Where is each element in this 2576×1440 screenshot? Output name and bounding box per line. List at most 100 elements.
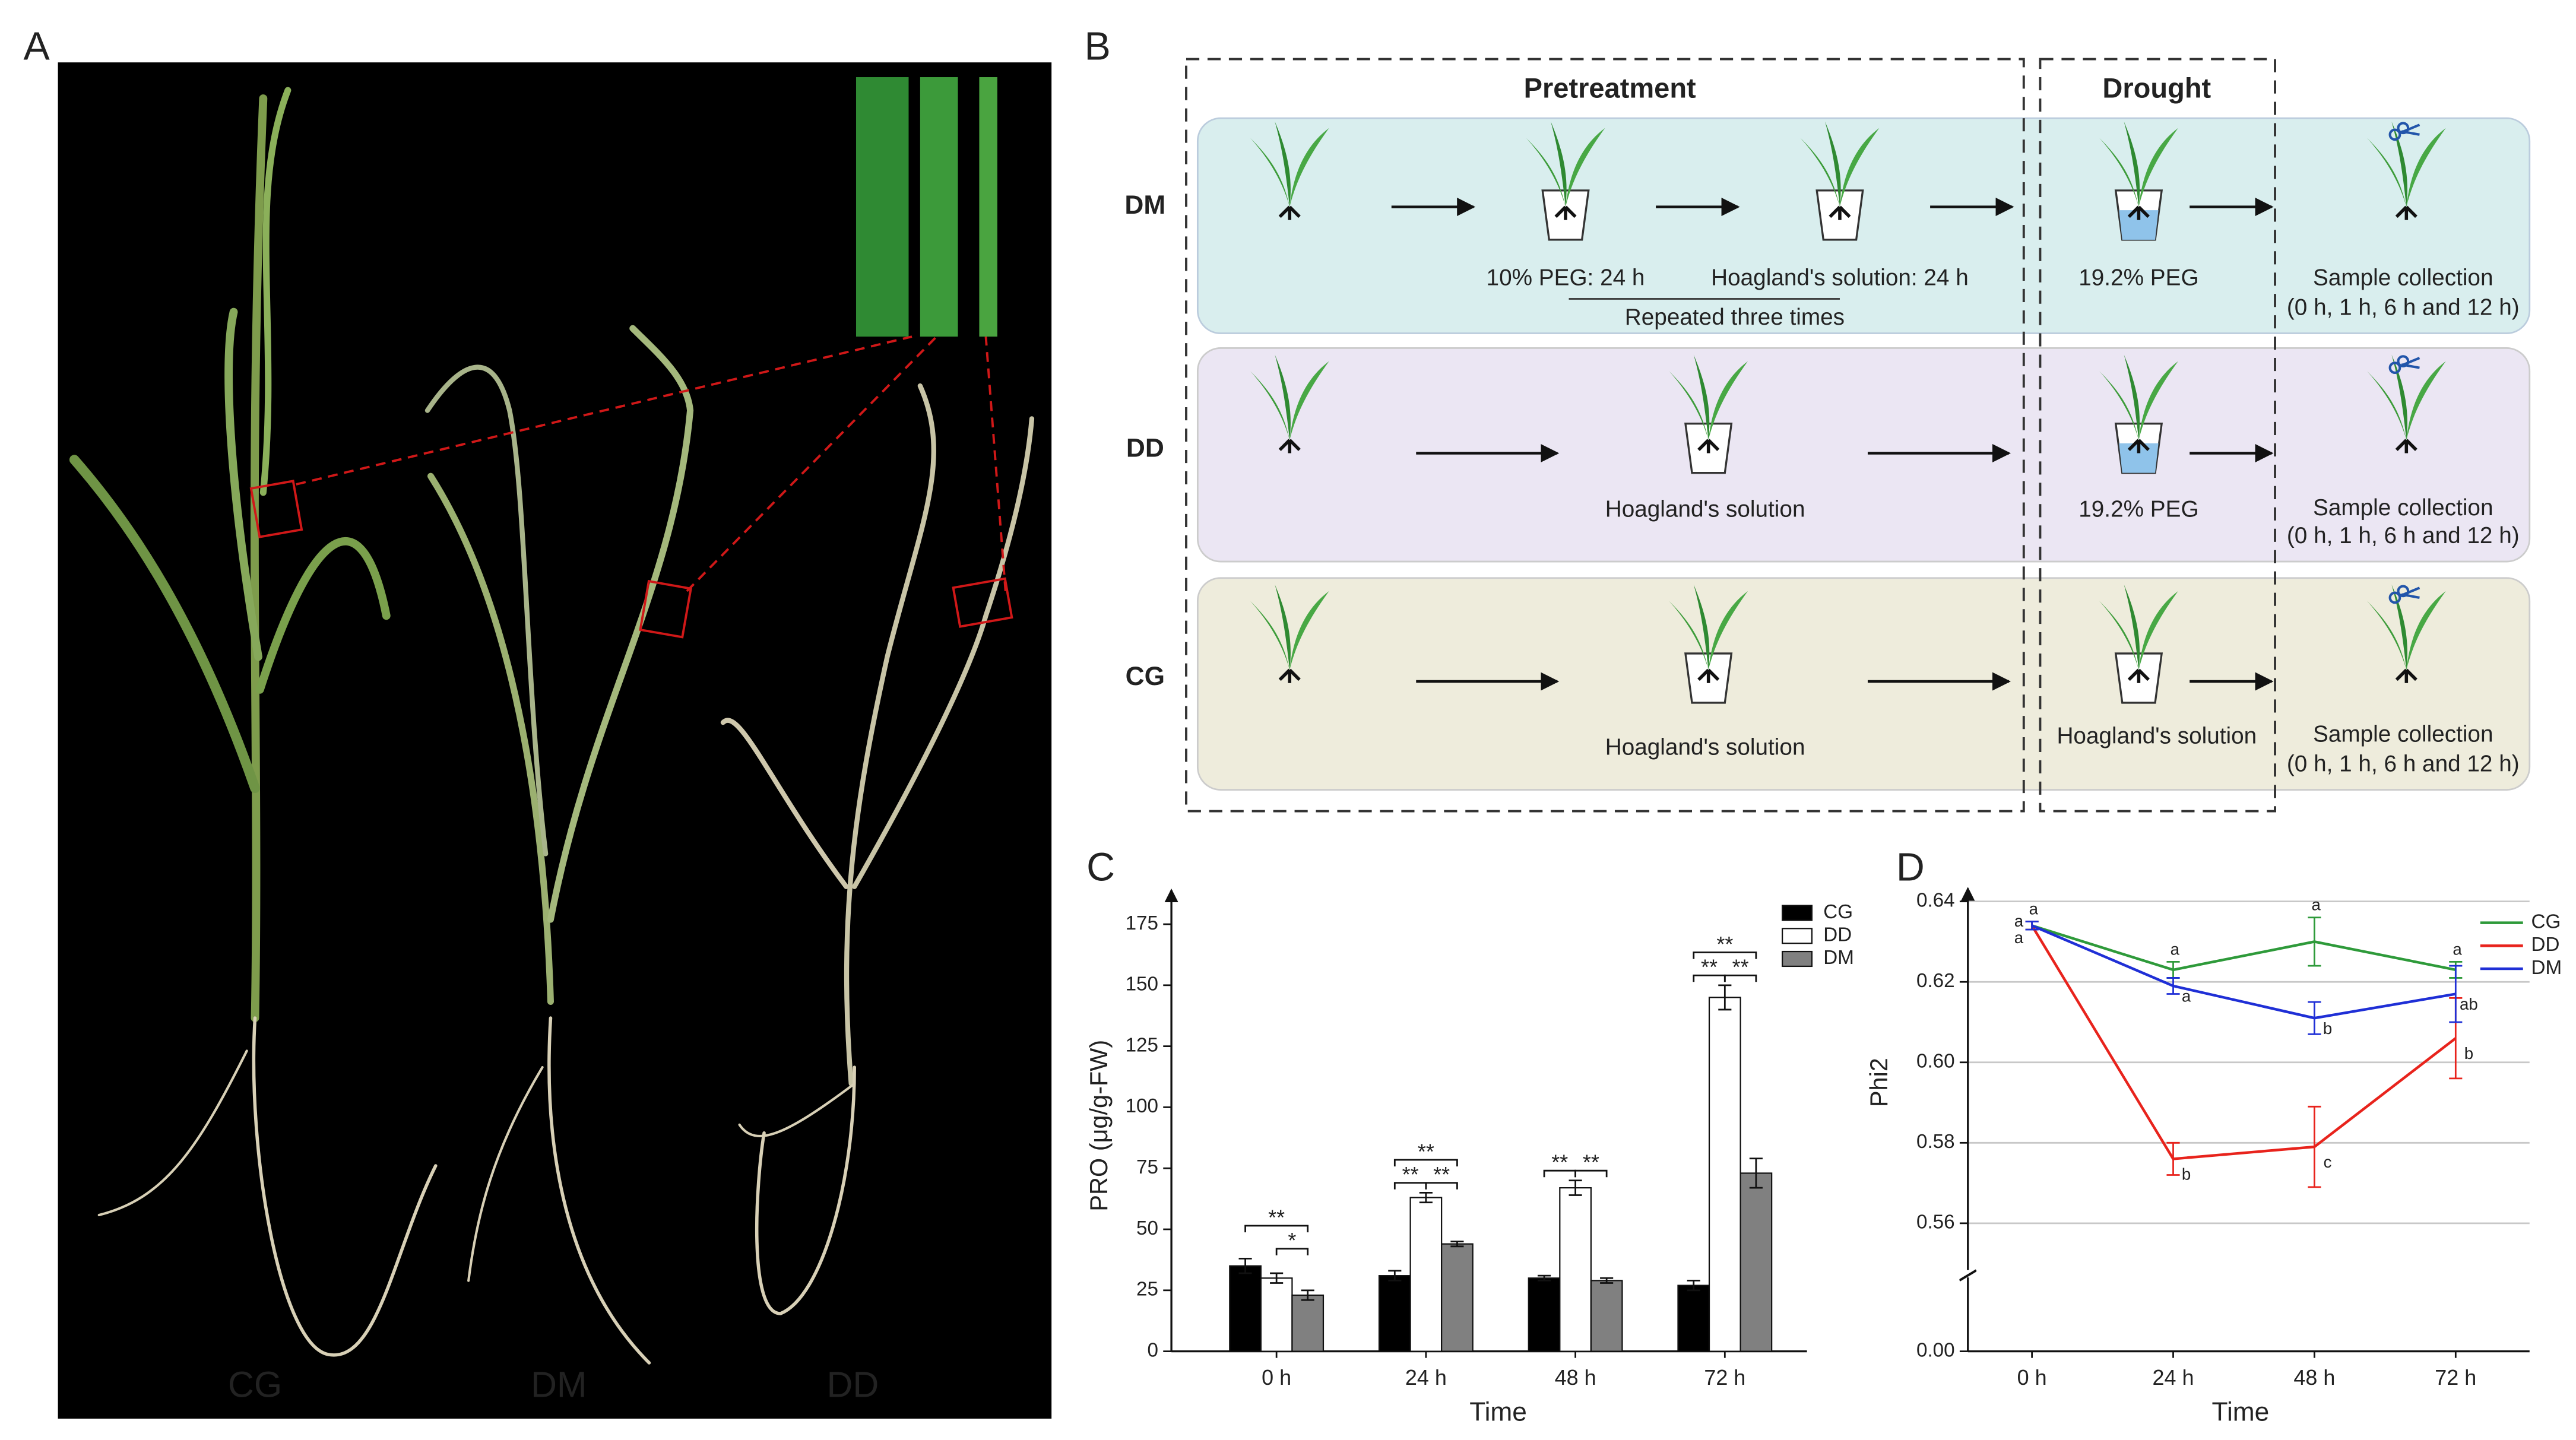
sig-label: ** (1433, 1162, 1450, 1187)
axis-break (1959, 1269, 1977, 1282)
bar (1378, 1275, 1411, 1352)
phase-header: Pretreatment (1524, 72, 1696, 104)
x-tick-label: 24 h (2153, 1365, 2194, 1390)
error-bar (1749, 1157, 1763, 1189)
phase-box (2039, 58, 2276, 813)
row-label: DM (1124, 191, 1165, 220)
x-tick-label: 48 h (2293, 1365, 2335, 1390)
point-letter: b (2323, 1019, 2332, 1038)
step-note: Repeated three times (1625, 305, 1845, 330)
series-line (2031, 924, 2456, 1020)
sample-label: Sample collection (2313, 495, 2493, 521)
legend-label: CG (2531, 911, 2561, 932)
legend-label: DD (2531, 934, 2560, 956)
y-tick-label: 75 (1136, 1156, 1158, 1178)
point-letter: a (2311, 896, 2321, 914)
point-letter: ab (2460, 995, 2478, 1013)
point-letter: c (2324, 1153, 2332, 1171)
error-bar (1388, 1270, 1402, 1282)
y-tick-label: 50 (1136, 1217, 1158, 1239)
y-tick-label: 125 (1126, 1034, 1158, 1056)
sig-label: ** (1551, 1150, 1568, 1175)
x-axis-label: Time (2212, 1397, 2270, 1426)
x-tick-label: 24 h (1405, 1365, 1447, 1390)
photo-label: DM (531, 1365, 587, 1405)
error-bar (2308, 1001, 2321, 1035)
panel-label: C (1086, 846, 1115, 890)
sample-label: Sample collection (2313, 722, 2493, 747)
bar (1229, 1265, 1262, 1352)
y-axis-label: Phi2 (1865, 1058, 1893, 1107)
row-box (1196, 117, 2531, 334)
bar (1590, 1280, 1623, 1352)
sample-label: (0 h, 1 h, 6 h and 12 h) (2287, 523, 2520, 548)
legend-swatch (1782, 928, 1813, 944)
y-tick-label: 150 (1126, 973, 1158, 995)
panel-label: D (1896, 846, 1925, 890)
legend-label: DM (2531, 957, 2562, 979)
sig-label: ** (1418, 1139, 1434, 1163)
error-bar (2308, 1105, 2321, 1188)
bar (1677, 1284, 1710, 1352)
error-bar (1270, 1272, 1284, 1284)
point-letter: a (2014, 928, 2024, 947)
x-tick-label: 0 h (1262, 1365, 1291, 1390)
point-letter: a (2014, 912, 2024, 930)
y-tick-label: 0.60 (1916, 1051, 1955, 1073)
series-line (2030, 925, 2457, 1160)
photo-panel (58, 62, 1052, 1419)
sig-label: ** (1701, 955, 1718, 979)
legend-swatch (1782, 950, 1813, 968)
bar (1441, 1243, 1474, 1352)
sig-bracket (1393, 1159, 1458, 1167)
sig-bracket (1693, 951, 1757, 959)
sig-bracket (1574, 1169, 1608, 1178)
step-label: Hoagland's solution (1605, 735, 1805, 760)
row-box (1196, 347, 2531, 563)
sig-label: * (1288, 1228, 1296, 1252)
sig-label: ** (1402, 1162, 1419, 1187)
series-line (2031, 924, 2456, 972)
error-bar (1238, 1257, 1252, 1274)
panel-label: A (23, 25, 50, 69)
y-tick-label: 0.56 (1916, 1211, 1955, 1233)
y-tick-label: 0.58 (1916, 1131, 1955, 1153)
step-label: Hoagland's solution: 24 h (1711, 265, 1969, 290)
error-bar (1537, 1274, 1551, 1282)
error-bar (1718, 984, 1732, 1011)
bar (1708, 997, 1741, 1352)
row-label: DD (1126, 434, 1164, 463)
bar (1260, 1277, 1293, 1352)
y-tick-label: 175 (1126, 912, 1158, 934)
step-label: Hoagland's solution (1605, 497, 1805, 522)
phase-header: Drought (2102, 72, 2211, 104)
bar (1409, 1197, 1443, 1352)
point-letter: a (2171, 940, 2180, 958)
y-axis-label: PRO (μg/g-FW) (1085, 1040, 1113, 1211)
error-bar (1569, 1179, 1582, 1196)
error-bar (1687, 1279, 1700, 1292)
sig-label: ** (1268, 1205, 1285, 1229)
bar (1528, 1277, 1561, 1352)
y-tick-label: 0.62 (1916, 970, 1955, 992)
y-tick-label: 100 (1126, 1095, 1158, 1117)
error-bar (1450, 1241, 1464, 1248)
error-bar (1600, 1277, 1614, 1284)
row-box (1196, 577, 2531, 791)
drought-label: 19.2% PEG (2078, 265, 2198, 290)
leaf-inset (856, 77, 909, 337)
sample-label: (0 h, 1 h, 6 h and 12 h) (2287, 294, 2520, 320)
error-bar (1419, 1191, 1433, 1204)
drought-label: 19.2% PEG (2078, 497, 2198, 522)
x-tick-label: 72 h (2435, 1365, 2476, 1390)
y-tick-label: 25 (1136, 1279, 1158, 1301)
row-label: CG (1126, 662, 1165, 691)
photo-label: DD (826, 1365, 879, 1405)
bar (1559, 1187, 1592, 1352)
arrows (1391, 198, 2274, 691)
leaf-inset (979, 77, 997, 337)
point-letter: a (2029, 900, 2039, 918)
